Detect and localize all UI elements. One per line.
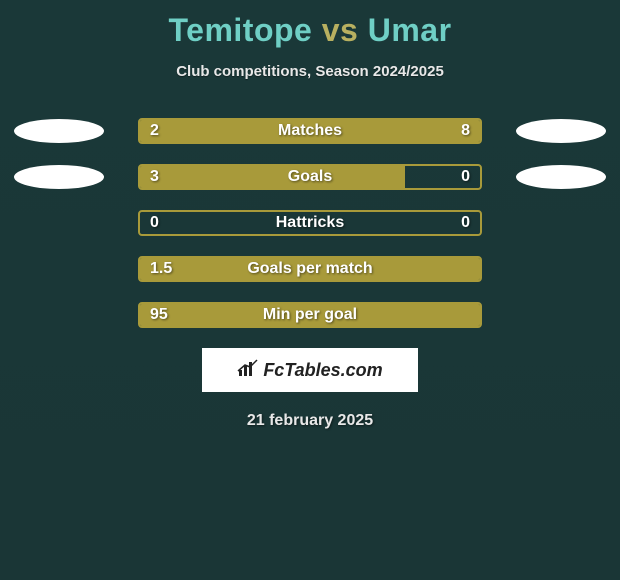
bar-track: 30Goals (138, 164, 482, 190)
stat-row: 1.5Goals per match (0, 256, 620, 282)
bar-fill-left (140, 258, 480, 280)
player1-name: Temitope (168, 12, 312, 48)
player1-oval (14, 165, 104, 189)
stat-value-left: 0 (150, 212, 159, 234)
bar-fill-right (208, 120, 480, 142)
bar-track: 1.5Goals per match (138, 256, 482, 282)
stat-value-left: 3 (150, 166, 159, 188)
date-text: 21 february 2025 (0, 412, 620, 430)
stat-value-right: 0 (461, 166, 470, 188)
stat-value-right: 8 (461, 120, 470, 142)
player1-oval (14, 119, 104, 143)
bar-track: 0 0Hattricks (138, 210, 482, 236)
stat-row: 0 0Hattricks (0, 210, 620, 236)
subtitle: Club competitions, Season 2024/2025 (0, 63, 620, 80)
stat-value-right: 0 (461, 212, 470, 234)
stat-value-left: 1.5 (150, 258, 172, 280)
stat-row: 28Matches (0, 118, 620, 144)
player2-oval (516, 119, 606, 143)
stat-label: Hattricks (140, 212, 480, 234)
bar-fill-left (140, 166, 405, 188)
stat-bars: 28Matches30Goals00Hattricks1.5Goals per … (0, 118, 620, 328)
chart-icon (237, 359, 259, 382)
stat-row: 30Goals (0, 164, 620, 190)
stat-row: 95Min per goal (0, 302, 620, 328)
vs-separator: vs (322, 12, 359, 48)
player2-name: Umar (368, 12, 452, 48)
bar-fill-left (140, 304, 480, 326)
bar-track: 28Matches (138, 118, 482, 144)
bar-track: 95Min per goal (138, 302, 482, 328)
stat-value-left: 95 (150, 304, 168, 326)
logo-text: FcTables.com (263, 360, 382, 381)
stat-value-left: 2 (150, 120, 159, 142)
player2-oval (516, 165, 606, 189)
logo: FcTables.com (237, 359, 382, 382)
logo-box: FcTables.com (202, 348, 418, 392)
comparison-title: Temitope vs Umar (0, 0, 620, 49)
